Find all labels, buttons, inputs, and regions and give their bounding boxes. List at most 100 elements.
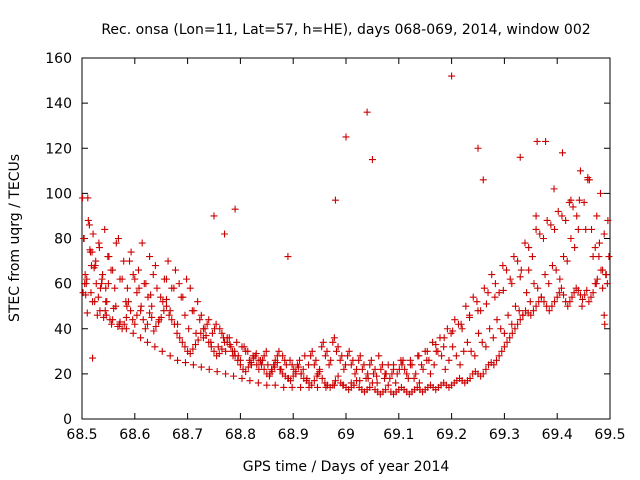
data-point-marker (585, 298, 593, 306)
data-point-marker (533, 137, 541, 145)
data-point-marker (313, 383, 321, 391)
data-point-marker (548, 262, 556, 270)
data-point-marker (143, 320, 151, 328)
data-point-marker (227, 343, 235, 351)
data-point-marker (599, 266, 607, 274)
data-point-marker (452, 352, 460, 360)
data-point-marker (312, 356, 320, 364)
data-point-marker (199, 334, 207, 342)
data-point-marker (558, 149, 566, 157)
data-point-marker (347, 361, 355, 369)
data-point-marker (440, 334, 448, 342)
data-point-marker (530, 280, 538, 288)
data-point-marker (292, 370, 300, 378)
data-point-marker (381, 370, 389, 378)
data-point-marker (560, 291, 568, 299)
data-point-marker (158, 347, 166, 355)
data-point-marker (467, 347, 475, 355)
data-point-marker (503, 338, 511, 346)
data-point-marker (534, 284, 542, 292)
data-point-marker (499, 286, 507, 294)
data-point-marker (196, 316, 204, 324)
data-point-marker (430, 361, 438, 369)
data-point-marker (94, 293, 102, 301)
data-point-marker (486, 325, 494, 333)
data-point-marker (122, 298, 130, 306)
data-point-marker (375, 352, 383, 360)
data-point-marker (449, 343, 457, 351)
x-tick-label: 68.8 (225, 427, 256, 443)
data-point-marker (471, 352, 479, 360)
data-point-marker (135, 284, 143, 292)
data-point-marker (345, 347, 353, 355)
data-point-marker (571, 244, 579, 252)
data-point-marker (123, 284, 131, 292)
data-point-marker (579, 295, 587, 303)
data-point-marker (164, 257, 172, 265)
data-point-marker (523, 289, 531, 297)
data-point-marker (432, 347, 440, 355)
data-point-marker (122, 313, 130, 321)
data-point-marker (151, 262, 159, 270)
x-axis-title: GPS time / Days of year 2014 (243, 459, 450, 475)
data-point-marker (173, 329, 181, 337)
data-point-marker (266, 370, 274, 378)
data-point-marker (473, 298, 481, 306)
data-point-marker (566, 298, 574, 306)
y-tick-label: 0 (63, 412, 72, 428)
data-point-marker (84, 194, 92, 202)
data-point-marker (141, 325, 149, 333)
data-point-marker (181, 359, 189, 367)
data-point-marker (98, 280, 106, 288)
data-point-marker (532, 225, 540, 233)
data-point-marker (244, 347, 252, 355)
x-tick-label: 68.9 (278, 427, 309, 443)
data-point-marker (358, 365, 366, 373)
data-point-marker (351, 370, 359, 378)
data-point-marker (149, 271, 157, 279)
x-tick-label: 69.4 (542, 427, 573, 443)
data-point-marker (491, 280, 499, 288)
data-point-marker (174, 356, 182, 364)
data-point-marker (541, 271, 549, 279)
data-point-marker (93, 311, 101, 319)
data-point-marker (159, 298, 167, 306)
data-point-marker (138, 239, 146, 247)
data-point-marker (560, 253, 568, 261)
data-point-marker (500, 329, 508, 337)
data-point-marker (604, 216, 612, 224)
data-point-marker (233, 338, 241, 346)
data-point-marker (532, 302, 540, 310)
data-point-marker (580, 198, 588, 206)
data-point-marker (575, 196, 583, 204)
data-point-marker (166, 352, 174, 360)
data-point-marker (271, 356, 279, 364)
data-point-marker (432, 341, 440, 349)
data-point-marker (548, 302, 556, 310)
data-point-marker (516, 273, 524, 281)
data-point-marker (500, 343, 508, 351)
data-point-marker (288, 361, 296, 369)
data-point-marker (574, 225, 582, 233)
data-point-marker (503, 266, 511, 274)
data-point-marker (460, 347, 468, 355)
data-point-marker (525, 266, 533, 274)
data-point-marker (438, 352, 446, 360)
data-point-marker (230, 372, 238, 380)
data-point-marker (229, 352, 237, 360)
data-point-marker (576, 167, 584, 175)
data-point-marker (551, 298, 559, 306)
data-point-marker (557, 284, 565, 292)
data-point-marker (511, 325, 519, 333)
data-point-marker (364, 374, 372, 382)
data-point-marker (192, 329, 200, 337)
data-point-marker (521, 239, 529, 247)
data-point-marker (213, 368, 221, 376)
data-point-marker (330, 381, 338, 389)
data-point-marker (231, 205, 239, 213)
data-point-marker (543, 216, 551, 224)
data-point-marker (89, 230, 97, 238)
data-point-marker (254, 379, 262, 387)
x-tick-label: 69.3 (489, 427, 520, 443)
data-point-marker (482, 343, 490, 351)
